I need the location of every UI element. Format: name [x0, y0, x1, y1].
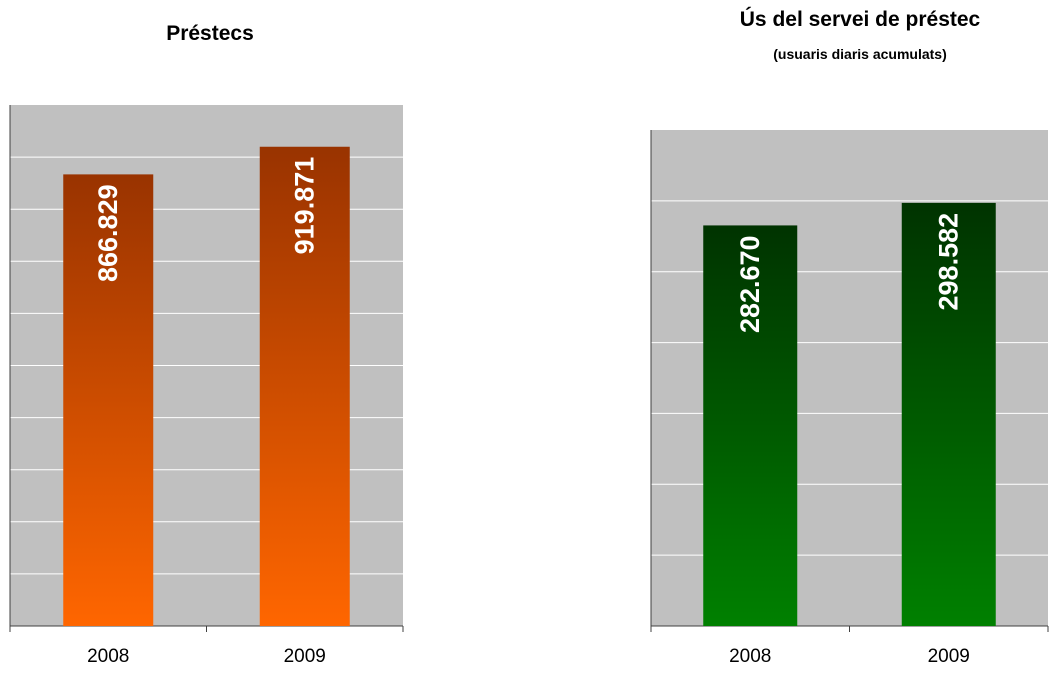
data-label: 919.871 — [290, 157, 320, 255]
x-tick-label: 2009 — [928, 646, 970, 667]
data-label: 866.829 — [93, 184, 123, 282]
bar — [259, 146, 350, 627]
chart-2-subtitle: (usuaris diaris acumulats) — [773, 46, 947, 62]
bar — [703, 225, 798, 626]
x-tick-label: 2009 — [284, 646, 326, 667]
bar — [63, 174, 154, 627]
chart-2-title: Ús del servei de préstec — [739, 8, 981, 31]
x-tick-label: 2008 — [87, 646, 129, 667]
chart-1-title: Préstecs — [166, 22, 254, 45]
x-tick-label: 2008 — [729, 646, 771, 667]
data-label: 282.670 — [735, 235, 765, 333]
bar — [901, 202, 996, 627]
data-label: 298.582 — [934, 213, 964, 311]
